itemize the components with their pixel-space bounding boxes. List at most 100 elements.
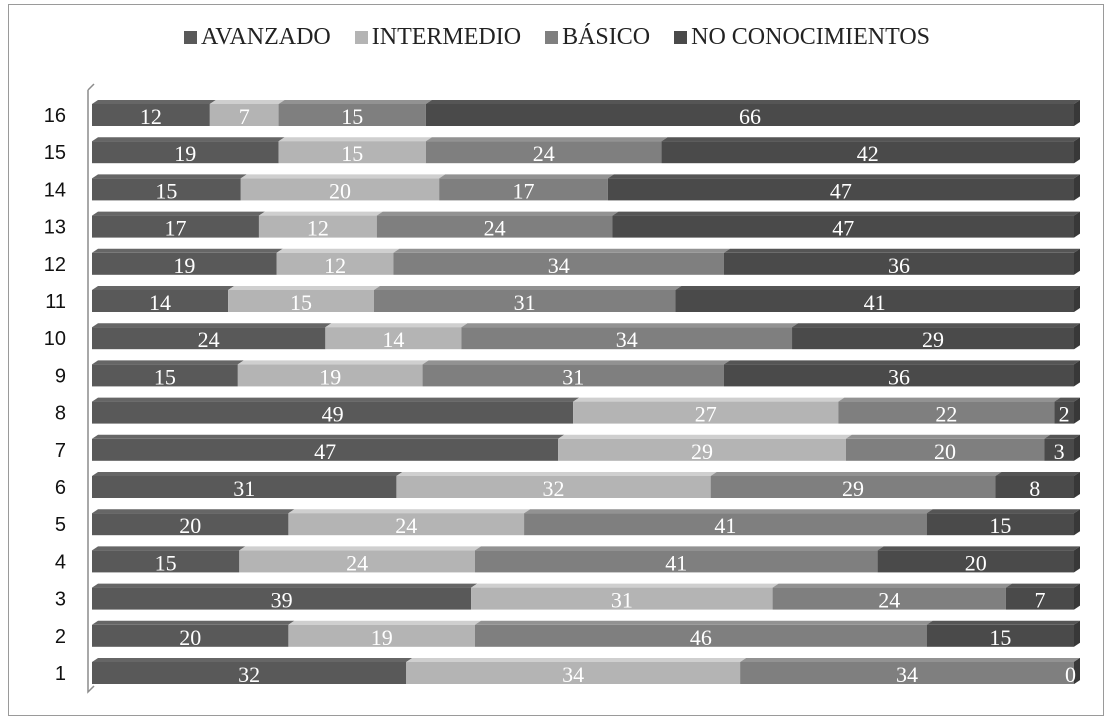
data-label: 36 bbox=[888, 364, 910, 389]
legend-item-0: AVANZADO bbox=[183, 24, 331, 51]
bar-top-face bbox=[92, 472, 403, 476]
bar-segment bbox=[439, 178, 608, 201]
bar-top-face bbox=[92, 286, 235, 290]
data-label: 47 bbox=[314, 439, 336, 464]
bar-top-face bbox=[288, 620, 481, 625]
data-label: 0 bbox=[1065, 662, 1076, 687]
bar-segment bbox=[373, 290, 676, 312]
bar-segment bbox=[396, 476, 711, 498]
bar-top-face bbox=[240, 174, 446, 179]
data-label: 24 bbox=[198, 327, 220, 352]
data-label: 29 bbox=[691, 439, 713, 464]
bar-segment bbox=[92, 364, 238, 387]
data-label: 41 bbox=[864, 290, 886, 315]
data-label: 31 bbox=[611, 588, 633, 613]
bar-top-face bbox=[92, 100, 216, 104]
bar-top-face bbox=[278, 100, 432, 104]
data-label: 15 bbox=[290, 290, 312, 315]
data-label: 19 bbox=[174, 141, 196, 166]
bar-top-face bbox=[926, 509, 1080, 514]
bar-segment bbox=[92, 587, 472, 610]
category-label: 12 bbox=[44, 254, 66, 276]
bar-segment bbox=[92, 401, 574, 424]
data-label: 34 bbox=[616, 327, 638, 352]
bar-segment bbox=[92, 178, 241, 201]
data-label: 7 bbox=[239, 104, 250, 129]
bar-top-face bbox=[474, 546, 884, 551]
bar-top-face bbox=[926, 620, 1080, 625]
bar-segment bbox=[92, 476, 397, 498]
data-label: 41 bbox=[665, 550, 687, 575]
legend-swatch bbox=[354, 31, 368, 44]
data-label: 27 bbox=[695, 402, 717, 427]
bar-top-face bbox=[558, 434, 852, 439]
bar-segment bbox=[1054, 401, 1074, 424]
bar-segment bbox=[838, 401, 1055, 424]
bar-segment bbox=[723, 364, 1074, 387]
data-label: 17 bbox=[164, 216, 186, 241]
bar-top-face bbox=[838, 397, 1061, 402]
bar-segment bbox=[474, 550, 878, 573]
bar-side-face bbox=[1074, 211, 1080, 238]
bar-side-face bbox=[1074, 434, 1080, 461]
data-label: 7 bbox=[1034, 588, 1045, 613]
bar-top-face bbox=[376, 211, 619, 216]
bar-top-face bbox=[209, 100, 285, 104]
bar-side-face bbox=[1074, 286, 1080, 312]
data-label: 24 bbox=[346, 550, 368, 575]
bar-side-face bbox=[1074, 658, 1080, 684]
data-label: 22 bbox=[935, 402, 957, 427]
bar-segment bbox=[422, 364, 724, 387]
bar-top-face bbox=[995, 472, 1080, 476]
bar-top-face bbox=[92, 248, 283, 253]
bar-segment bbox=[926, 513, 1074, 536]
bar-top-face bbox=[792, 323, 1080, 328]
bar-segment bbox=[461, 327, 793, 350]
category-label: 4 bbox=[55, 551, 66, 573]
bar-top-face bbox=[772, 583, 1012, 588]
bar-side-face bbox=[1074, 360, 1080, 387]
bar-side-face bbox=[1074, 174, 1080, 201]
bar-segment bbox=[425, 141, 662, 164]
bar-top-face bbox=[228, 286, 380, 290]
bar-top-face bbox=[740, 658, 1080, 662]
bar-segment bbox=[845, 438, 1045, 461]
bar-segment bbox=[92, 513, 289, 536]
bar-segment bbox=[661, 141, 1074, 164]
legend-item-1: INTERMEDIO bbox=[354, 24, 521, 51]
bar-top-face bbox=[425, 100, 1080, 104]
data-label: 15 bbox=[154, 364, 176, 389]
bar-top-face bbox=[1044, 434, 1080, 439]
bar-segment bbox=[92, 252, 277, 275]
bar-side-face bbox=[1074, 137, 1080, 164]
category-label: 1 bbox=[55, 663, 66, 685]
data-label: 39 bbox=[271, 588, 293, 613]
bar-top-face bbox=[422, 360, 730, 365]
bar-segment bbox=[877, 550, 1074, 573]
bar-top-face bbox=[325, 323, 468, 328]
bar-top-face bbox=[92, 620, 295, 625]
bar-top-face bbox=[1054, 397, 1080, 402]
bar-top-face bbox=[661, 137, 1080, 142]
bar-top-face bbox=[237, 360, 429, 365]
data-label: 47 bbox=[832, 216, 854, 241]
bar-top-face bbox=[92, 360, 244, 365]
bar-top-face bbox=[276, 248, 400, 253]
bar-top-face bbox=[723, 248, 1080, 253]
bar-top-face bbox=[607, 174, 1080, 179]
data-label: 15 bbox=[341, 141, 363, 166]
bar-segment bbox=[209, 104, 279, 126]
bar-segment bbox=[92, 438, 559, 461]
bar-segment bbox=[612, 215, 1074, 238]
bar-segment bbox=[524, 513, 927, 536]
data-label: 31 bbox=[233, 476, 255, 501]
data-label: 2 bbox=[1059, 402, 1070, 427]
data-label: 49 bbox=[322, 402, 344, 427]
bar-top-face bbox=[573, 397, 845, 402]
bar-segment bbox=[276, 252, 394, 275]
bar-segment bbox=[558, 438, 846, 461]
data-label: 3 bbox=[1054, 439, 1065, 464]
bar-top-face bbox=[373, 286, 682, 290]
bar-top-face bbox=[425, 137, 668, 142]
